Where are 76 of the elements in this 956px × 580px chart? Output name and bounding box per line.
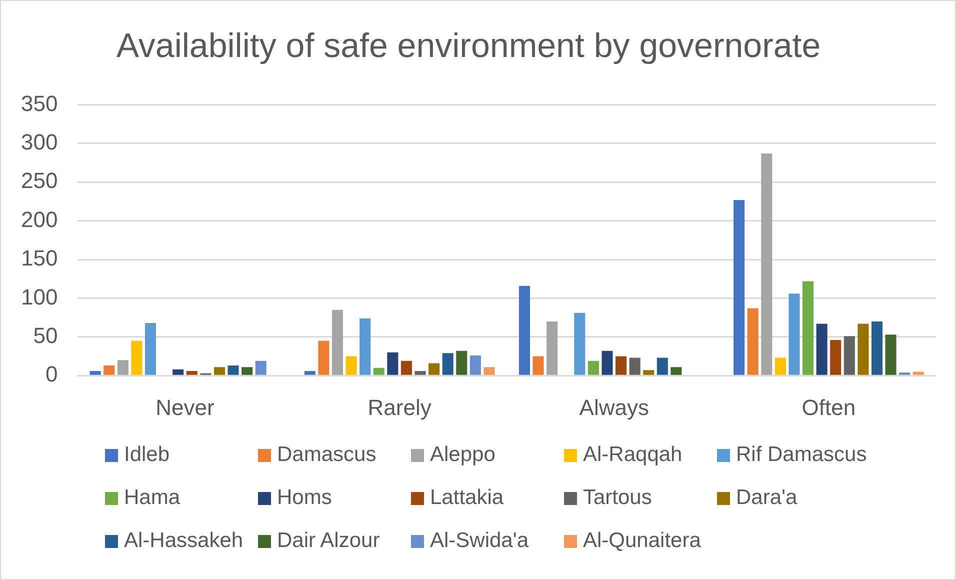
y-tick-label: 200 <box>20 206 58 232</box>
x-tick-label: Never <box>156 394 214 420</box>
bar <box>643 370 654 375</box>
bar <box>629 358 640 375</box>
y-tick-label: 350 <box>20 90 58 116</box>
bar <box>761 154 772 375</box>
bar <box>428 363 440 375</box>
legend-label: Aleppo <box>430 443 496 467</box>
legend-label: Al-Raqqah <box>583 443 682 467</box>
legend-label: Homs <box>277 486 332 510</box>
bar <box>484 367 495 375</box>
bar <box>656 358 668 375</box>
x-tick-label: Rarely <box>368 394 432 420</box>
bar <box>172 369 184 375</box>
bar <box>885 334 896 375</box>
bar <box>830 340 842 375</box>
bar <box>816 324 828 375</box>
legend-label: Dara'a <box>736 486 798 510</box>
legend-label: Al-Qunaitera <box>583 529 701 553</box>
legend-label: Al-Hassakeh <box>124 529 244 553</box>
y-tick-label: 50 <box>33 322 58 348</box>
bar <box>670 367 682 375</box>
bar <box>616 356 627 375</box>
x-tick-label: Always <box>579 394 649 420</box>
y-tick-label: 0 <box>45 362 58 387</box>
bar <box>912 372 924 375</box>
bar <box>774 358 786 375</box>
chart-title: Availability of safe environment by governorate <box>116 26 821 65</box>
legend-label: Rif Damascus <box>736 443 867 467</box>
bar <box>228 366 239 375</box>
bar <box>186 370 198 375</box>
bar <box>747 308 758 375</box>
bar <box>414 370 426 375</box>
y-tick-label: 250 <box>20 168 58 194</box>
legend-label: Al-Swida'a <box>430 529 529 553</box>
bar <box>518 286 530 375</box>
bar <box>360 318 371 375</box>
bar <box>214 367 225 375</box>
bar <box>844 336 855 375</box>
bar <box>871 321 883 375</box>
legend-label: Hama <box>124 486 180 510</box>
y-tick-label: 100 <box>20 284 58 310</box>
bar <box>387 352 398 375</box>
bar <box>255 360 266 375</box>
bar <box>734 200 745 375</box>
legend-label: Idleb <box>124 443 170 467</box>
x-tick-label: Often <box>802 394 856 420</box>
bar <box>332 310 344 375</box>
legend-label: Tartous <box>583 486 652 510</box>
bar <box>574 312 586 375</box>
bar <box>242 367 253 375</box>
bar <box>131 340 142 375</box>
bar <box>588 360 599 375</box>
bar <box>858 324 869 375</box>
bar <box>318 340 330 375</box>
bar <box>400 360 412 375</box>
bar <box>788 294 800 375</box>
bar <box>546 321 558 375</box>
bar <box>90 370 101 375</box>
bar <box>470 355 481 375</box>
y-tick-label: 150 <box>20 246 58 271</box>
bar <box>602 350 613 375</box>
bar <box>144 322 156 375</box>
bar <box>104 366 115 375</box>
bar <box>117 360 128 375</box>
bar <box>456 350 468 375</box>
bar <box>346 356 357 375</box>
y-tick-label: 300 <box>20 130 58 155</box>
legend-label: Damascus <box>277 443 376 467</box>
bar <box>442 353 454 375</box>
bar <box>304 370 316 375</box>
bar <box>532 356 544 375</box>
bar <box>373 368 384 375</box>
legend-label: Dair Alzour <box>277 529 380 553</box>
legend-label: Lattakia <box>430 486 504 510</box>
bar <box>802 281 814 375</box>
